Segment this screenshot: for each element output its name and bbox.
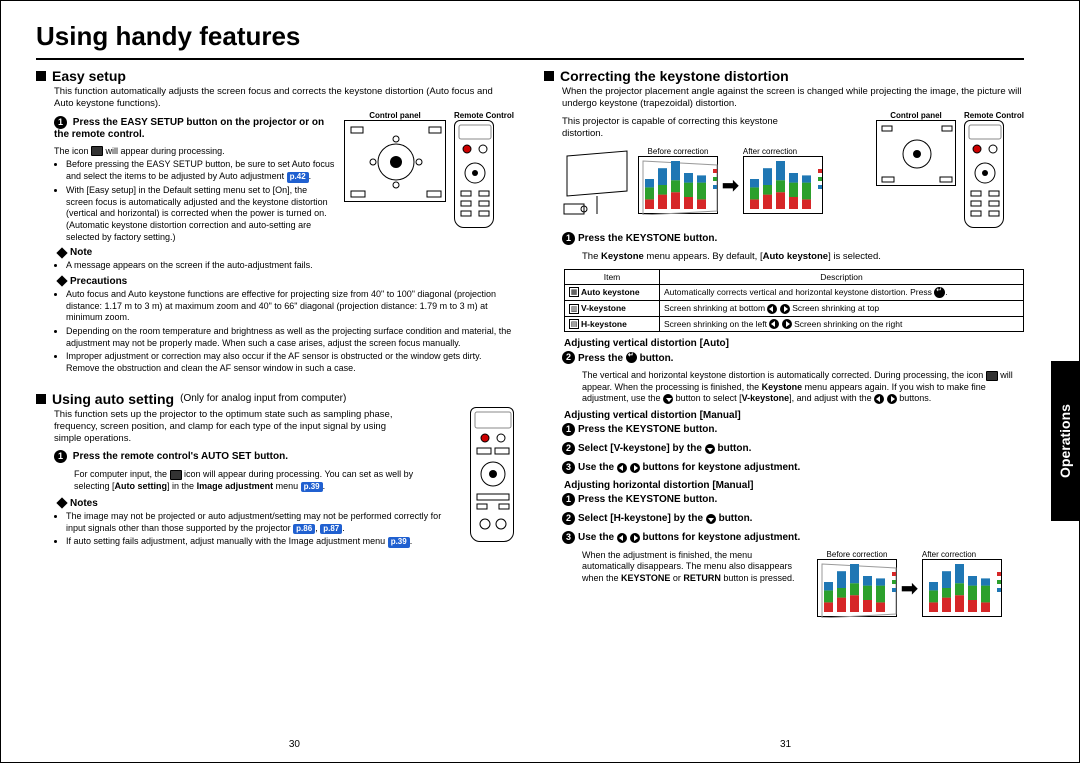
- pageref-p87: p.87: [320, 524, 342, 534]
- tbl-desc: Screen shrinking on the left Screen shri…: [660, 316, 1024, 332]
- r-step1: 1Press the KEYSTONE button.: [562, 232, 1024, 245]
- after-label: After correction: [730, 147, 810, 156]
- right-icon: [630, 463, 640, 473]
- intro2: This projector is capable of correcting …: [562, 116, 812, 140]
- rc-label-r: Remote Control: [964, 112, 1024, 120]
- remote-illus-2: Remote Control: [470, 407, 514, 542]
- easy-setup-head: Easy setup: [36, 68, 514, 84]
- left-icon: [617, 463, 627, 473]
- note-head: Note: [58, 247, 514, 258]
- r-step1-title: Press the KEYSTONE button.: [578, 233, 717, 244]
- easy-intro: This function automatically adjusts the …: [54, 86, 514, 110]
- left-icon: [874, 394, 884, 404]
- remote-illus-r: [964, 120, 1004, 228]
- th-item: Item: [565, 269, 660, 284]
- th-desc: Description: [660, 269, 1024, 284]
- keystone-intro: When the projector placement angle again…: [562, 86, 1024, 110]
- cp-label: Control panel: [344, 112, 446, 120]
- right-icon: [780, 304, 790, 314]
- remote-illus: [454, 120, 494, 228]
- cp-label-r: Control panel: [876, 112, 956, 120]
- prec-head: Precautions: [58, 276, 514, 287]
- tbl-desc: Automatically corrects vertical and hori…: [660, 284, 1024, 300]
- pageref-p39: p.39: [301, 482, 323, 492]
- down-icon: [663, 394, 673, 404]
- r-step2-title: Press the button.: [578, 353, 673, 364]
- step-num-icon: 1: [54, 450, 67, 463]
- tbl-row: ▥V-keystone: [565, 300, 660, 316]
- pageref-p86: p.86: [293, 524, 315, 534]
- correction-illus-row: Before correction After correction ➡: [562, 146, 868, 216]
- chart-after: [743, 156, 823, 214]
- adj-v-man: Adjusting vertical distortion [Manual]: [564, 410, 1024, 421]
- processing-icon: [170, 470, 182, 480]
- tbl-desc: Screen shrinking at bottom Screen shrink…: [660, 300, 1024, 316]
- auto-intro: This function sets up the projector to t…: [54, 409, 394, 445]
- correction-illus-2: Before correctionAfter correction ➡: [817, 550, 1002, 617]
- h2s: Select [H-keystone] by the button.: [578, 513, 752, 524]
- r-step1-txt: The Keystone menu appears. By default, […: [582, 251, 1024, 263]
- auto-step1: 1 Press the remote control's AUTO SET bu…: [54, 450, 514, 463]
- right-icon: [887, 394, 897, 404]
- h3s: Use the buttons for keystone adjustment.: [578, 532, 800, 543]
- pageref-p39b: p.39: [388, 537, 410, 547]
- h1s: Press the KEYSTONE button.: [578, 494, 717, 505]
- enter-icon: [626, 352, 637, 363]
- left-icon: [767, 304, 777, 314]
- tbl-row: ▦Auto keystone: [565, 284, 660, 300]
- before-label: Before correction: [638, 147, 718, 156]
- auto-setting-head: Using auto setting (Only for analog inpu…: [36, 391, 514, 407]
- right-icon: [630, 533, 640, 543]
- end-txt: When the adjustment is finished, the men…: [582, 550, 807, 617]
- control-panel-illus: [344, 120, 446, 202]
- processing-icon: [91, 146, 103, 156]
- processing-icon: [986, 371, 998, 381]
- page-numbers: 3031: [1, 739, 1079, 750]
- arrow-icon: ➡: [901, 576, 918, 601]
- page-title: Using handy features: [36, 21, 1024, 52]
- auto-step-title: Press the remote control's AUTO SET butt…: [73, 452, 288, 463]
- pageref-p42: p.42: [287, 172, 309, 182]
- note-list: A message appears on the screen if the a…: [66, 260, 514, 272]
- auto-b1: For computer input, the icon will appear…: [74, 469, 414, 492]
- side-tab: Operations: [1051, 361, 1079, 521]
- left-icon: [617, 533, 627, 543]
- right-column: Correcting the keystone distortion When …: [544, 68, 1024, 617]
- prec-list: Auto focus and Auto keystone functions a…: [66, 289, 514, 375]
- r-step2-txt: The vertical and horizontal keystone dis…: [582, 370, 1024, 404]
- enter-icon: [934, 287, 945, 298]
- right-icon: [782, 319, 792, 329]
- step-num-icon: 1: [54, 116, 67, 129]
- adj-v-auto: Adjusting vertical distortion [Auto]: [564, 338, 1024, 349]
- adj-h-man: Adjusting horizontal distortion [Manual]: [564, 480, 1024, 491]
- down-icon: [705, 444, 715, 454]
- keystone-table: ItemDescription ▦Auto keystoneAutomatica…: [564, 269, 1024, 333]
- down-icon: [706, 514, 716, 524]
- rc-label: Remote Control: [454, 112, 514, 120]
- m1: Press the KEYSTONE button.: [578, 424, 717, 435]
- projector-screen-illus: [562, 146, 632, 216]
- chart-after-2: [922, 559, 1002, 617]
- control-panel-illus-r: [876, 120, 956, 186]
- r-step2: 2Press the button.: [562, 351, 1024, 364]
- keystone-head: Correcting the keystone distortion: [544, 68, 1024, 84]
- left-column: Easy setup This function automatically a…: [36, 68, 514, 617]
- arrow-icon: ➡: [722, 173, 739, 198]
- notes-list: The image may not be projected or auto a…: [66, 511, 486, 548]
- m3: Use the buttons for keystone adjustment.: [578, 462, 800, 473]
- chart-before: [638, 156, 718, 214]
- rule: [36, 58, 1024, 60]
- chart-before-2: [817, 559, 897, 617]
- notes-head: Notes: [58, 498, 460, 509]
- tbl-row: ▤H-keystone: [565, 316, 660, 332]
- m2: Select [V-keystone] by the button.: [578, 443, 751, 454]
- step1-title: Press the EASY SETUP button on the proje…: [54, 117, 324, 140]
- left-icon: [769, 319, 779, 329]
